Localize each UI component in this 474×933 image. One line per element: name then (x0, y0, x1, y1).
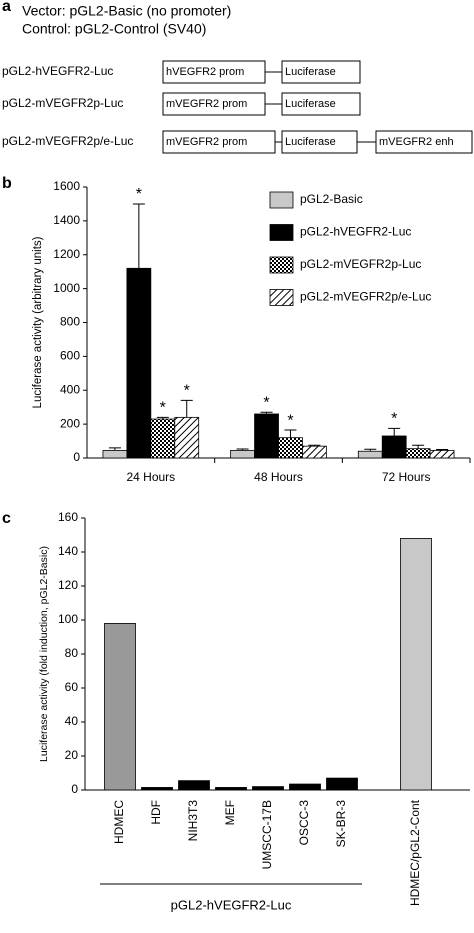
construct-name: pGL2-mVEGFR2p-Luc (2, 96, 123, 110)
legend-label: pGL2-mVEGFR2p/e-Luc (300, 290, 431, 304)
bar (405, 448, 431, 459)
bar (252, 786, 284, 791)
legend-swatch (269, 256, 294, 274)
legend-label: pGL2-hVEGFR2-Luc (300, 225, 411, 239)
y-tick-label: 100 (58, 612, 78, 626)
bar (174, 416, 200, 459)
y-tick-label: 60 (65, 680, 79, 694)
construct-box (281, 92, 361, 116)
x-tick-label: NIH3T3 (186, 800, 200, 842)
panel-label: b (2, 175, 12, 192)
error-bar (308, 444, 321, 447)
box-label: Luciferase (285, 98, 336, 110)
significance: * (263, 394, 269, 411)
error-bar (436, 449, 449, 451)
significance: * (287, 412, 293, 429)
y-tick-label: 1200 (53, 247, 80, 261)
construct-box (375, 130, 473, 154)
y-tick-label: 1000 (53, 281, 80, 295)
vector-line: Vector: pGL2-Basic (no promoter) (22, 3, 231, 19)
construct-name: pGL2-mVEGFR2p/e-Luc (2, 134, 133, 148)
construct-name: pGL2-hVEGFR2-Luc (2, 64, 113, 78)
error-bar (156, 416, 169, 420)
error-bar (260, 411, 273, 414)
x-tick-label: HDF (149, 800, 163, 825)
error-bar (180, 399, 193, 418)
y-tick-label: 200 (60, 416, 80, 430)
y-tick-label: 800 (60, 315, 80, 329)
legend-swatch (269, 191, 294, 209)
bar (254, 413, 279, 459)
y-tick-label: 400 (60, 382, 80, 396)
y-tick-label: 140 (58, 544, 78, 558)
error-bar (132, 203, 145, 269)
panel-label: a (2, 0, 11, 15)
y-axis-label: Luciferase activity (arbitrary units) (32, 236, 44, 408)
legend-swatch (269, 289, 294, 306)
x-tick-label: HDMEC (112, 800, 126, 844)
x-tick-label: 48 Hours (254, 470, 303, 484)
legend-label: pGL2-Basic (300, 192, 363, 206)
bar (178, 780, 210, 791)
bar (104, 623, 136, 791)
y-tick-label: 1600 (53, 179, 80, 193)
bar (126, 267, 152, 459)
bar (326, 777, 358, 791)
bar (230, 449, 255, 459)
construct-box (281, 60, 361, 84)
bar (400, 538, 432, 791)
error-bar (412, 444, 425, 449)
box-label: Luciferase (285, 66, 336, 78)
box-label: hVEGFR2 prom (166, 66, 244, 78)
significance: * (184, 383, 190, 400)
x-tick-label: 72 Hours (382, 470, 431, 484)
error-bar (236, 448, 249, 451)
bar (278, 437, 303, 459)
y-tick-label: 20 (65, 748, 79, 762)
panel-label: c (2, 510, 11, 527)
bar (429, 449, 455, 459)
y-tick-label: 0 (73, 450, 80, 464)
y-tick-label: 120 (58, 578, 78, 592)
box-label: mVEGFR2 enh (379, 136, 454, 148)
bar (289, 783, 321, 791)
y-tick-label: 80 (65, 646, 79, 660)
bar (381, 435, 407, 459)
error-bar (284, 429, 297, 438)
group-label: pGL2-hVEGFR2-Luc (171, 897, 292, 912)
legend-label: pGL2-mVEGFR2p-Luc (300, 257, 421, 271)
bar (357, 450, 383, 459)
bar (150, 418, 176, 459)
bar (141, 787, 173, 791)
significance: * (160, 400, 166, 417)
box-label: mVEGFR2 prom (166, 136, 247, 148)
x-tick-label: SK-BR-3 (334, 800, 348, 848)
bar (102, 449, 128, 459)
y-tick-label: 160 (58, 510, 78, 524)
error-bar (364, 448, 377, 452)
error-bar (108, 447, 121, 451)
significance: * (391, 411, 397, 428)
bar (215, 787, 247, 791)
x-tick-label: UMSCC-17B (260, 800, 274, 869)
y-tick-label: 40 (65, 714, 79, 728)
legend-swatch (269, 224, 294, 241)
box-label: mVEGFR2 prom (166, 98, 247, 110)
error-bar (388, 427, 401, 436)
x-tick-label: OSCC-3 (297, 800, 311, 846)
y-tick-label: 1400 (53, 213, 80, 227)
y-tick-label: 600 (60, 349, 80, 363)
significance: * (136, 186, 142, 203)
x-tick-label: MEF (223, 800, 237, 825)
bar (302, 445, 327, 459)
control-line: Control: pGL2-Control (SV40) (22, 21, 206, 37)
box-label: Luciferase (285, 136, 336, 148)
y-axis-label: Luciferase activity (fold induction, pGL… (38, 546, 50, 762)
x-tick-label: 24 Hours (126, 470, 175, 484)
y-tick-label: 0 (71, 782, 78, 796)
x-tick-label: HDMEC/pGL2-Cont (408, 799, 422, 906)
